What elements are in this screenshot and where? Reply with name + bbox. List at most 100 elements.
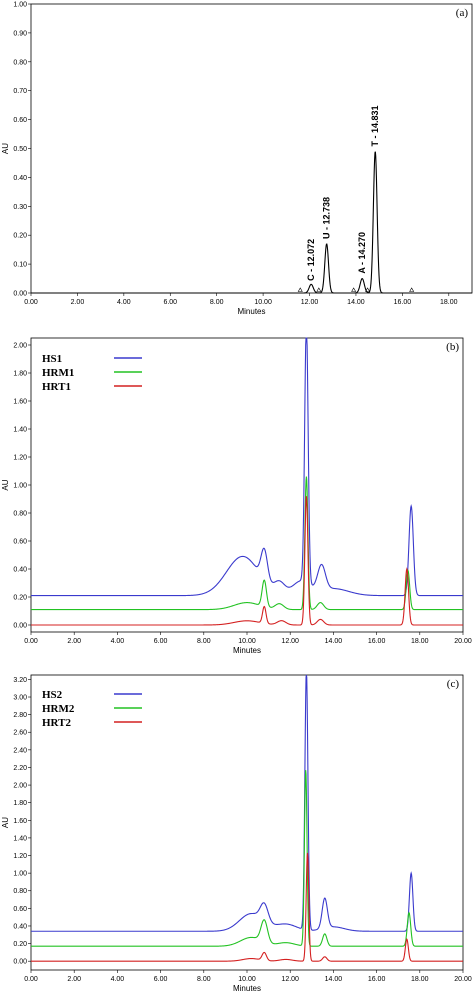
chart-2-x-tick-label: 10.00 <box>238 976 256 983</box>
chart-2-y-tick-label: 0.60 <box>13 906 27 913</box>
chart-2-y-tick-label: 0.40 <box>13 923 27 930</box>
chart-1-x-axis-label: Minutes <box>233 646 261 655</box>
chart-2-y-tick-label: 2.00 <box>13 783 27 790</box>
chart-0-peak-annotation: U - 12.738 <box>322 197 332 239</box>
chart-1-y-tick-label: 0.80 <box>13 511 27 518</box>
chart-0-integration-marker <box>365 287 371 292</box>
chart-2-y-tick-label: 0.00 <box>13 959 27 966</box>
chart-0-peak-annotation: C - 12.072 <box>306 239 316 281</box>
chart-0-y-tick-label: 1.00 <box>13 2 27 9</box>
chart-1-x-tick-label: 18.00 <box>411 638 429 645</box>
chart-2-legend-label: HS2 <box>42 689 63 701</box>
chart-0-panel-label: (a) <box>456 7 469 19</box>
chart-1-x-tick-label: 0.00 <box>24 638 38 645</box>
chart-2-x-tick-label: 18.00 <box>411 976 429 983</box>
chart-2-series-hrt2-line <box>31 852 463 962</box>
chart-1-group: 0.00 2.00 4.00 6.00 8.00 10.00 12.00 14.00 16.00… <box>1 337 472 655</box>
chart-2-plot-frame <box>30 674 464 971</box>
chart-0-x-tick-label: 8.00 <box>210 299 224 306</box>
chart-0-peak-annotation: T - 14.831 <box>370 105 380 146</box>
chart-2-y-tick-label: 2.20 <box>13 765 27 772</box>
chart-0-y-tick-label: 0.80 <box>13 59 27 66</box>
chart-2-y-tick-label: 0.80 <box>13 888 27 895</box>
chart-1-y-tick-label: 2.00 <box>13 343 27 350</box>
chart-2-x-tick-label: 6.00 <box>154 976 168 983</box>
chart-2-legend-label: HRM2 <box>42 703 75 715</box>
chart-1-y-tick-label: 0.20 <box>13 595 27 602</box>
chart-1-y-tick-label: 0.40 <box>13 567 27 574</box>
chart-0-plot-frame <box>30 3 473 294</box>
chart-0-x-axis-label: Minutes <box>237 307 265 316</box>
chart-0-y-axis-label: AU <box>1 143 10 154</box>
chart-0-y-tick-label: 0.40 <box>13 175 27 182</box>
chart-2-y-tick-label: 3.00 <box>13 695 27 702</box>
chart-1-series-hrt1-line <box>31 496 463 626</box>
chart-0-x-tick-label: 2.00 <box>71 299 85 306</box>
chart-0-y-tick-label: 0.00 <box>13 291 27 298</box>
chart-2-group: 0.00 2.00 4.00 6.00 8.00 10.00 12.00 14.00 16.00… <box>1 674 472 993</box>
chart-1-x-tick-label: 4.00 <box>111 638 125 645</box>
chart-2-y-tick-label: 2.80 <box>13 712 27 719</box>
chart-0-x-tick-label: 6.00 <box>163 299 177 306</box>
chart-2-x-tick-label: 4.00 <box>111 976 125 983</box>
chart-2-y-tick-label: 1.20 <box>13 853 27 860</box>
chart-2-y-tick-label: 1.60 <box>13 818 27 825</box>
chart-2-x-tick-label: 8.00 <box>197 976 211 983</box>
chart-1-series-hs1-line <box>31 337 463 597</box>
chart-0-integration-marker <box>351 287 357 292</box>
chart-1-x-tick-label: 20.00 <box>454 638 472 645</box>
chart-0-x-tick-label: 12.00 <box>301 299 319 306</box>
chart-1-y-tick-label: 1.00 <box>13 483 27 490</box>
chart-0-integration-marker <box>316 287 322 292</box>
chart-0-y-tick-label: 0.30 <box>13 204 27 211</box>
chart-0-group: 0.00 2.00 4.00 6.00 8.00 10.00 12.00 14.00 16.00… <box>1 2 473 316</box>
chart-2-panel-label: (c) <box>447 678 460 690</box>
chart-1-x-tick-label: 14.00 <box>325 638 343 645</box>
chart-0-integration-marker <box>297 287 303 292</box>
chart-1-x-tick-label: 10.00 <box>238 638 256 645</box>
chart-2-y-tick-label: 3.20 <box>13 677 27 684</box>
chart-1-x-tick-label: 2.00 <box>67 638 81 645</box>
chart-1-legend: HS1 HRM1 HRT1 <box>42 353 142 393</box>
chart-1-legend-label: HRT1 <box>42 381 71 393</box>
chart-2-y-tick-label: 1.00 <box>13 871 27 878</box>
chart-1-x-tick-label: 16.00 <box>368 638 386 645</box>
chart-1-y-tick-label: 1.60 <box>13 399 27 406</box>
chart-2-y-tick-label: 2.40 <box>13 747 27 754</box>
chart-1-series-hrm1-line <box>31 476 463 611</box>
chart-2-y-tick-label: 1.40 <box>13 835 27 842</box>
chart-0-y-tick-label: 0.20 <box>13 233 27 240</box>
chart-1-y-tick-label: 1.80 <box>13 371 27 378</box>
chart-1-y-axis-label: AU <box>1 479 10 490</box>
chart-2-series-hrm2-line <box>31 770 463 947</box>
chart-0-y-tick-label: 0.90 <box>13 30 27 37</box>
chart-0-x-tick-label: 4.00 <box>117 299 131 306</box>
chart-2-x-tick-label: 16.00 <box>368 976 386 983</box>
chart-0-x-tick-label: 16.00 <box>394 299 412 306</box>
chart-1-plot-frame <box>30 337 464 633</box>
chart-1-legend-label: HRM1 <box>42 367 74 379</box>
chart-0-x-tick-label: 14.00 <box>347 299 365 306</box>
chart-1-y-tick-label: 0.60 <box>13 539 27 546</box>
chart-2-legend-label: HRT2 <box>42 717 71 729</box>
chart-1-y-tick-label: 0.00 <box>13 623 27 630</box>
chart-1-x-tick-label: 8.00 <box>197 638 211 645</box>
chart-0-series-trace-line <box>31 151 472 294</box>
chart-2-x-tick-label: 2.00 <box>67 976 81 983</box>
chart-0-x-tick-label: 0.00 <box>24 299 38 306</box>
chart-0-integration-marker <box>409 287 415 292</box>
chart-1-panel-label: (b) <box>446 341 459 353</box>
chart-2-series-hs2-line <box>31 674 463 932</box>
chart-0-y-tick-label: 0.50 <box>13 146 27 153</box>
chart-2-x-tick-label: 20.00 <box>454 976 472 983</box>
chart-1-x-tick-label: 6.00 <box>154 638 168 645</box>
chart-2-legend: HS2 HRM2 HRT2 <box>42 689 142 729</box>
chart-1-legend-label: HS1 <box>42 353 62 365</box>
chart-1-x-tick-label: 12.00 <box>281 638 299 645</box>
chart-2-y-tick-label: 2.60 <box>13 730 27 737</box>
chart-0-peak-annotation: A - 14.270 <box>357 232 367 274</box>
chart-0-x-tick-label: 10.00 <box>254 299 272 306</box>
chart-0-y-tick-label: 0.10 <box>13 262 27 269</box>
chart-1-y-tick-label: 1.20 <box>13 455 27 462</box>
chart-2-x-tick-label: 0.00 <box>24 976 38 983</box>
